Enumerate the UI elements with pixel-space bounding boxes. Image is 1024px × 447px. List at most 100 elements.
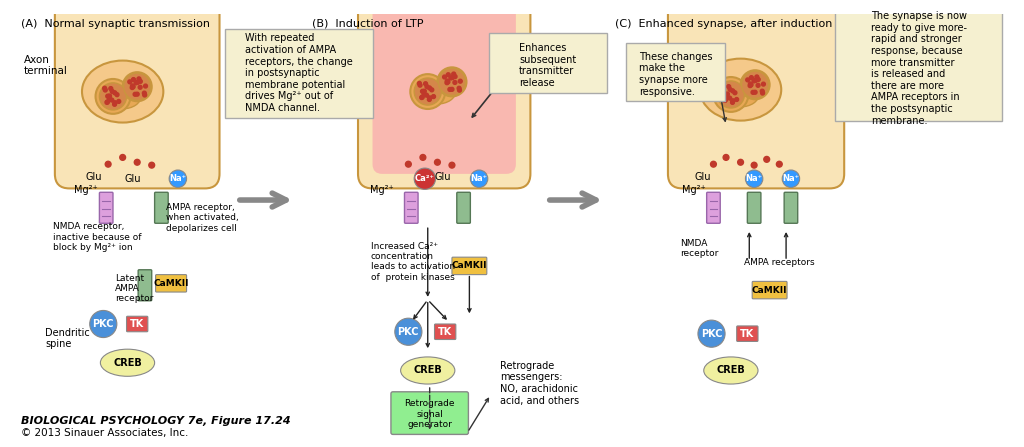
Circle shape	[750, 83, 753, 87]
FancyBboxPatch shape	[748, 192, 761, 223]
FancyBboxPatch shape	[707, 192, 720, 223]
Text: CREB: CREB	[414, 366, 442, 375]
Text: AMPA receptor,
when activated,
depolarizes cell: AMPA receptor, when activated, depolariz…	[166, 203, 239, 233]
Text: TK: TK	[130, 319, 144, 329]
FancyBboxPatch shape	[225, 29, 373, 118]
Circle shape	[117, 100, 121, 103]
Circle shape	[123, 72, 152, 101]
Text: PKC: PKC	[397, 327, 419, 337]
Text: NMDA
receptor: NMDA receptor	[681, 239, 719, 258]
Circle shape	[724, 92, 728, 96]
Circle shape	[757, 77, 760, 81]
Circle shape	[737, 159, 743, 165]
Circle shape	[102, 86, 106, 90]
Circle shape	[764, 156, 770, 162]
Circle shape	[755, 75, 759, 79]
Text: PKC: PKC	[92, 319, 114, 329]
Text: Na⁺: Na⁺	[169, 174, 186, 183]
Ellipse shape	[104, 84, 141, 109]
Circle shape	[698, 320, 725, 347]
Circle shape	[421, 89, 424, 93]
Circle shape	[137, 77, 141, 81]
Circle shape	[99, 83, 127, 110]
Circle shape	[134, 159, 140, 165]
Circle shape	[142, 93, 146, 97]
Circle shape	[427, 97, 431, 101]
Circle shape	[110, 98, 114, 102]
Text: Glu: Glu	[125, 174, 141, 184]
Circle shape	[434, 159, 440, 165]
Circle shape	[109, 87, 113, 90]
Circle shape	[115, 93, 119, 97]
Ellipse shape	[419, 79, 456, 104]
Circle shape	[108, 97, 112, 101]
Circle shape	[751, 90, 755, 94]
FancyBboxPatch shape	[836, 12, 1002, 121]
Circle shape	[438, 68, 466, 95]
Circle shape	[718, 81, 744, 108]
Circle shape	[105, 161, 111, 167]
Circle shape	[422, 89, 426, 93]
Text: The synapse is now
ready to give more-
rapid and stronger
response, because
more: The synapse is now ready to give more- r…	[870, 11, 967, 126]
Circle shape	[411, 74, 445, 109]
Circle shape	[453, 80, 457, 84]
Text: (A)  Normal synaptic transmission: (A) Normal synaptic transmission	[20, 19, 210, 29]
Circle shape	[470, 170, 487, 187]
Circle shape	[745, 78, 750, 82]
Ellipse shape	[699, 59, 781, 121]
Circle shape	[745, 170, 763, 187]
Circle shape	[105, 100, 110, 104]
FancyBboxPatch shape	[627, 43, 725, 101]
Ellipse shape	[722, 82, 759, 107]
Text: Glu: Glu	[694, 172, 711, 182]
Text: Glu: Glu	[434, 172, 451, 182]
FancyBboxPatch shape	[452, 257, 486, 274]
Circle shape	[711, 161, 717, 167]
Circle shape	[420, 95, 424, 99]
Circle shape	[428, 96, 432, 100]
Text: TK: TK	[740, 329, 755, 339]
Circle shape	[730, 101, 734, 104]
Text: NMDA receptor,
inactive because of
block by Mg²⁺ ion: NMDA receptor, inactive because of block…	[53, 222, 141, 252]
Circle shape	[113, 102, 117, 106]
Circle shape	[135, 80, 139, 84]
Circle shape	[395, 318, 422, 345]
Circle shape	[731, 99, 735, 103]
Circle shape	[134, 81, 138, 85]
Circle shape	[138, 85, 142, 89]
Text: With repeated
activation of AMPA
receptors, the change
in postsynaptic
membrane : With repeated activation of AMPA recepto…	[245, 34, 353, 113]
Text: Mg²⁺: Mg²⁺	[370, 186, 393, 195]
Circle shape	[131, 78, 135, 81]
Circle shape	[111, 89, 114, 93]
Text: Na⁺: Na⁺	[471, 174, 487, 183]
Circle shape	[727, 84, 731, 89]
Circle shape	[445, 79, 450, 83]
FancyBboxPatch shape	[138, 270, 152, 301]
Circle shape	[420, 96, 424, 100]
Circle shape	[728, 96, 731, 100]
FancyBboxPatch shape	[736, 326, 758, 342]
Circle shape	[721, 84, 724, 88]
Circle shape	[725, 95, 729, 99]
Circle shape	[723, 155, 729, 160]
Text: Ca²⁺: Ca²⁺	[415, 174, 435, 183]
FancyBboxPatch shape	[488, 34, 607, 93]
Text: (B)  Induction of LTP: (B) Induction of LTP	[311, 19, 423, 29]
Circle shape	[445, 81, 449, 84]
FancyBboxPatch shape	[99, 192, 113, 223]
Circle shape	[108, 94, 112, 98]
Circle shape	[148, 162, 155, 168]
FancyBboxPatch shape	[434, 324, 456, 339]
Ellipse shape	[703, 357, 758, 384]
Circle shape	[95, 79, 130, 114]
Circle shape	[414, 78, 441, 105]
Circle shape	[756, 84, 760, 87]
Text: Latent
AMPA
receptor: Latent AMPA receptor	[115, 274, 154, 304]
Text: CREB: CREB	[717, 366, 745, 375]
Text: TK: TK	[438, 327, 453, 337]
Circle shape	[418, 81, 421, 85]
FancyBboxPatch shape	[404, 192, 418, 223]
Text: Na⁺: Na⁺	[745, 174, 763, 183]
Ellipse shape	[400, 357, 455, 384]
Circle shape	[442, 75, 446, 79]
